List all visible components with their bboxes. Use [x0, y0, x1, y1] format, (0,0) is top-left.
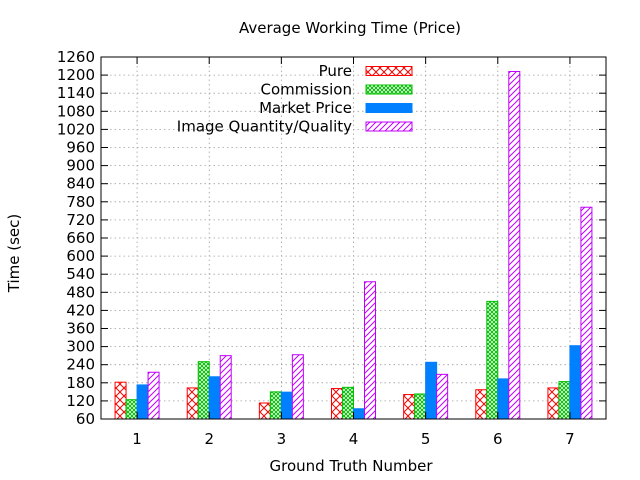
x-axis-title: Ground Truth Number	[270, 457, 434, 475]
bar	[547, 387, 560, 420]
x-tick-label: 1	[132, 430, 142, 448]
bar	[364, 281, 376, 420]
legend-label: Market Price	[259, 99, 352, 117]
y-tick-label: 1020	[57, 120, 95, 138]
y-tick-label: 480	[66, 283, 95, 301]
grid-lines	[101, 57, 606, 419]
bar	[114, 381, 127, 420]
legend-label: Image Quantity/Quality	[177, 118, 352, 136]
bar	[353, 408, 365, 420]
bar	[342, 386, 354, 420]
bar	[569, 345, 582, 420]
y-tick-label: 300	[66, 338, 95, 356]
y-tick-label: 1200	[57, 66, 95, 84]
y-tick-label: 120	[66, 392, 95, 410]
bar	[147, 371, 160, 420]
y-tick-label: 780	[66, 193, 95, 211]
bar	[580, 206, 593, 420]
bar	[558, 381, 571, 420]
bar	[219, 355, 232, 420]
legend-label: Pure	[319, 62, 352, 80]
x-tick-label: 2	[204, 430, 214, 448]
bar	[497, 378, 510, 420]
bar	[508, 70, 521, 420]
bar	[280, 391, 293, 420]
bar	[269, 391, 282, 420]
y-tick-label: 420	[66, 301, 95, 319]
y-tick-label: 840	[66, 175, 95, 193]
bar	[436, 373, 449, 420]
legend-swatch	[365, 121, 413, 132]
bar	[414, 393, 427, 420]
bar	[136, 384, 149, 420]
bar	[403, 394, 416, 420]
bar	[186, 387, 199, 420]
x-tick-label: 7	[565, 430, 575, 448]
y-axis-title: Time (sec)	[5, 214, 23, 293]
bar	[258, 402, 271, 420]
y-tick-label: 960	[66, 139, 95, 157]
legend-swatch	[365, 66, 413, 76]
y-tick-label: 180	[66, 374, 95, 392]
x-tick-label: 3	[277, 430, 287, 448]
y-tick-label: 600	[66, 247, 95, 265]
y-tick-label: 240	[66, 356, 95, 374]
legend-swatch	[365, 84, 413, 95]
legend-swatch	[365, 103, 413, 113]
x-tick-label: 4	[349, 430, 359, 448]
x-tick-label: 5	[421, 430, 431, 448]
y-tick-label: 1080	[57, 102, 95, 120]
bar	[331, 388, 343, 420]
bar	[197, 361, 210, 420]
bar	[208, 376, 221, 420]
chart-title: Average Working Time (Price)	[239, 19, 461, 37]
bar	[425, 361, 438, 420]
bar	[125, 399, 138, 420]
bar	[486, 300, 499, 420]
y-tick-label: 900	[66, 157, 95, 175]
bar	[291, 354, 304, 420]
axis-ticks: 6012018024030036042048054060066072078084…	[57, 48, 606, 448]
y-tick-label: 720	[66, 211, 95, 229]
y-tick-label: 1140	[57, 84, 95, 102]
y-tick-label: 60	[76, 410, 95, 428]
y-tick-label: 660	[66, 229, 95, 247]
x-tick-label: 6	[493, 430, 503, 448]
y-tick-label: 540	[66, 265, 95, 283]
y-tick-label: 360	[66, 320, 95, 338]
y-tick-label: 1260	[57, 48, 95, 66]
bar	[475, 389, 488, 420]
legend-label: Commission	[260, 81, 352, 99]
